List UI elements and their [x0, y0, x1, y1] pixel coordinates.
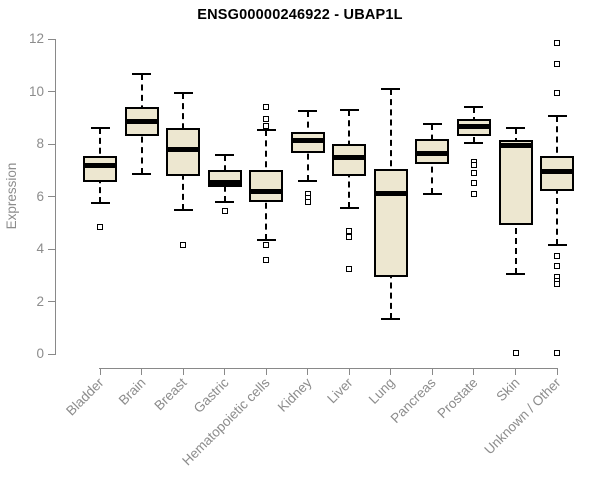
median-line	[373, 191, 408, 197]
whisker-cap-top	[215, 153, 235, 156]
whisker-cap-bottom	[215, 200, 235, 203]
whisker-cap-bottom	[506, 272, 525, 275]
box	[498, 140, 533, 226]
y-tick-label: 6	[36, 188, 44, 204]
outlier-point	[346, 234, 353, 241]
whisker-cap-bottom	[381, 317, 401, 320]
outlier-point	[554, 39, 561, 46]
whisker-cap-bottom	[298, 179, 318, 182]
outlier-point	[346, 265, 353, 272]
whisker-cap-top	[132, 73, 152, 76]
y-axis-line	[55, 39, 56, 355]
median-line	[249, 188, 284, 194]
whisker-cap-top	[173, 91, 193, 94]
box	[83, 155, 117, 183]
outlier-point	[554, 281, 561, 288]
whisker-cap-top	[464, 106, 484, 109]
outlier-point	[470, 180, 477, 187]
box	[290, 132, 325, 154]
whisker-cap-top	[547, 115, 567, 118]
x-tick	[390, 368, 392, 375]
median-line	[415, 150, 450, 156]
y-tick	[48, 91, 55, 92]
median-line	[166, 146, 201, 152]
whisker-cap-top	[422, 123, 442, 126]
median-line	[83, 162, 117, 168]
y-tick	[48, 248, 55, 250]
x-tick	[348, 368, 350, 375]
whisker-cap-bottom	[547, 244, 567, 247]
y-tick-label: 0	[36, 346, 44, 361]
whisker-cap-bottom	[422, 192, 442, 195]
outlier-point	[263, 104, 270, 111]
outlier-point	[263, 116, 270, 123]
x-tick	[431, 368, 433, 375]
box	[373, 168, 408, 277]
outlier-point	[512, 349, 519, 356]
median-line	[540, 169, 575, 175]
outlier-point	[554, 349, 561, 356]
box	[332, 144, 367, 176]
y-tick-label: 10	[28, 83, 44, 99]
y-tick	[48, 196, 55, 197]
outlier-point	[470, 162, 477, 168]
y-tick	[48, 143, 55, 145]
box	[249, 170, 284, 202]
median-line	[456, 124, 491, 130]
x-tick	[515, 368, 516, 375]
outlier-point	[304, 198, 311, 205]
outlier-point	[180, 242, 187, 249]
whisker-cap-top	[339, 108, 359, 111]
y-tick-label: 12	[28, 31, 44, 46]
outlier-point	[221, 207, 228, 214]
median-line	[207, 179, 242, 185]
outlier-point	[554, 252, 561, 259]
x-tick	[224, 368, 226, 375]
x-tick	[473, 368, 475, 375]
median-line	[332, 154, 367, 160]
y-tick-label: 2	[36, 293, 44, 309]
median-line	[290, 137, 325, 143]
outlier-point	[554, 89, 561, 96]
whisker-cap-bottom	[339, 207, 359, 210]
box	[166, 128, 201, 176]
whisker-cap-bottom	[464, 141, 484, 144]
outlier-point	[263, 256, 270, 263]
outlier-point	[554, 60, 561, 67]
chart-title: ENSG00000246922 - UBAP1L	[197, 7, 403, 23]
median-line	[498, 142, 533, 148]
x-tick	[141, 368, 143, 375]
outlier-point	[346, 227, 353, 234]
whisker-cap-top	[256, 128, 276, 131]
outlier-point	[263, 242, 270, 249]
whisker-cap-bottom	[173, 208, 193, 211]
x-axis-line	[99, 368, 558, 369]
x-tick	[182, 368, 184, 375]
x-tick	[99, 368, 101, 375]
y-tick-label: 8	[36, 136, 44, 151]
outlier-point	[470, 169, 477, 176]
outlier-point	[554, 263, 561, 270]
whisker-cap-top	[506, 127, 525, 130]
outlier-point	[470, 190, 477, 197]
whisker-cap-bottom	[256, 238, 276, 241]
whisker-cap-top	[90, 127, 110, 130]
x-tick	[265, 368, 267, 375]
outlier-point	[97, 223, 103, 230]
x-tick	[307, 368, 309, 375]
whisker-cap-top	[298, 110, 318, 113]
whisker-cap-bottom	[132, 173, 152, 176]
y-tick	[48, 38, 55, 40]
x-tick	[556, 368, 558, 375]
outlier-point	[263, 122, 270, 129]
y-tick	[48, 301, 55, 302]
median-line	[124, 119, 159, 125]
whisker-cap-bottom	[90, 202, 110, 205]
y-tick	[48, 353, 55, 355]
y-tick-label: 4	[36, 241, 44, 256]
whisker-cap-top	[381, 87, 401, 90]
